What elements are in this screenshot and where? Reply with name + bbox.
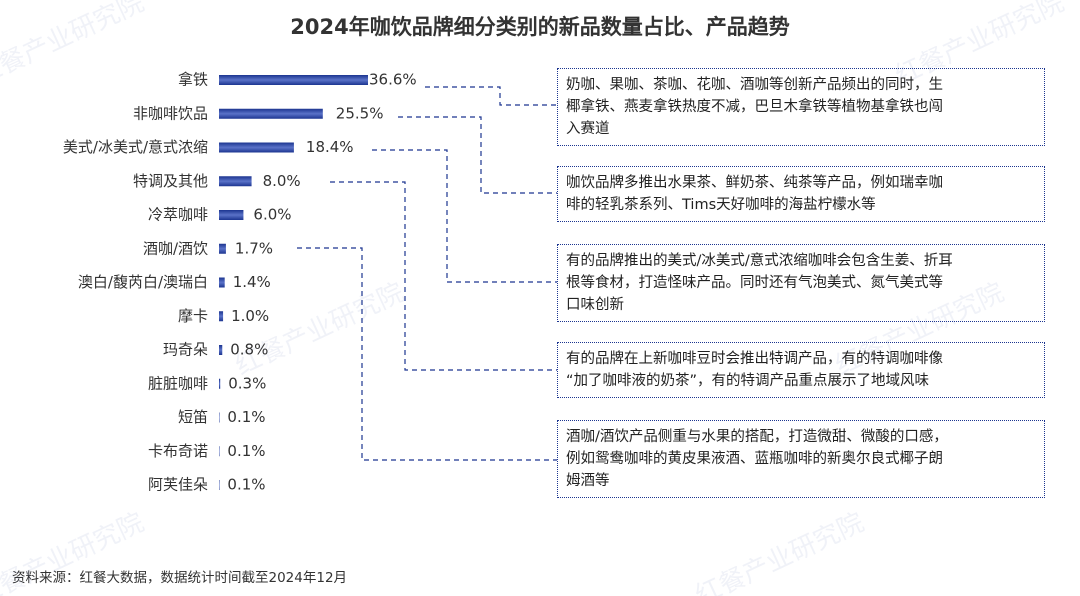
bar [219,345,223,355]
watermark: 红餐产业研究院 [691,507,869,596]
annotation-line: 姆酒等 [566,473,610,489]
bar [219,311,224,322]
chart-title: 2024年咖饮品牌细分类别的新品数量占比、产品趋势 [290,15,789,39]
connector [330,181,557,371]
connector [297,247,557,461]
bar [219,243,226,254]
annotation-box: 酒咖/酒饮产品侧重与水果的搭配，打造微甜、微酸的口感， 例如鸳鸯咖啡的黄皮果液酒、… [557,420,1045,498]
bar [219,75,368,85]
category-label: 特调及其他 [133,172,208,190]
bar [219,176,252,187]
category-label: 短笛 [178,408,208,426]
value-label: 0.1% [227,442,265,460]
bar [219,142,294,153]
annotation-line: 啡的轻乳茶系列、Tims天好咖啡的海盐柠檬水等 [566,197,876,213]
value-label: 1.0% [231,307,269,325]
connectors [297,86,557,461]
connector [398,116,557,194]
value-label: 0.8% [230,341,268,359]
source-note: 资料来源：红餐大数据，数据统计时间截至2024年12月 [12,570,347,586]
annotation-line: 椰拿铁、燕麦拿铁热度不减，巴旦木拿铁等植物基拿铁也闯 [566,99,943,115]
connector [425,86,557,106]
bar [219,108,323,119]
category-label: 拿铁 [178,71,208,89]
annotation-line: 例如鸳鸯咖啡的黄皮果液酒、蓝瓶咖啡的新奥尔良式椰子朗 [566,451,943,467]
annotation-line: 根等食材，打造怪味产品。同时还有气泡美式、氮气美式等 [566,275,943,291]
annotation-box: 奶咖、果咖、茶咖、花咖、酒咖等创新产品频出的同时，生 椰拿铁、燕麦拿铁热度不减，巴… [557,68,1045,146]
value-label: 0.1% [227,476,265,494]
bar [219,446,220,457]
bar [219,412,220,423]
annotation-line: 酒咖/酒饮产品侧重与水果的搭配，打造微甜、微酸的口感， [566,429,948,445]
annotation-line: 入赛道 [566,121,610,137]
category-label: 冷萃咖啡 [148,206,208,224]
watermark: 红餐产业研究院 [0,0,149,92]
category-label: 卡布奇诺 [148,442,208,460]
value-label: 0.1% [227,408,265,426]
category-label: 酒咖/酒饮 [143,239,208,257]
annotation-line: 有的品牌推出的美式/冰美式/意式浓缩咖啡会包含生姜、折耳 [566,253,953,269]
category-label: 脏脏咖啡 [148,374,208,392]
watermark: 红餐产业研究院 [231,277,409,381]
bar [219,480,220,490]
annotation-line: 口味创新 [566,297,624,313]
annotation-line: 有的品牌在上新咖啡豆时会推出特调产品，有的特调咖啡像 [566,351,943,367]
bar [219,210,244,220]
annotation-box: 咖饮品牌多推出水果茶、鲜奶茶、纯茶等产品，例如瑞幸咖 啡的轻乳茶系列、Tims天好… [557,166,1045,222]
category-label: 摩卡 [178,307,208,325]
annotation-box: 有的品牌推出的美式/冰美式/意式浓缩咖啡会包含生姜、折耳 根等食材，打造怪味产品。… [557,244,1045,322]
value-label: 18.4% [306,138,354,156]
value-label: 25.5% [336,104,384,122]
bar [219,277,225,288]
category-label: 美式/冰美式/意式浓缩 [63,138,208,156]
value-label: 8.0% [263,172,301,190]
value-label: 6.0% [253,206,291,224]
category-label: 阿芙佳朵 [148,476,208,494]
category-label: 澳白/馥芮白/澳瑞白 [78,273,208,291]
value-label: 0.3% [228,374,266,392]
value-label: 1.7% [235,239,273,257]
value-label: 36.6% [369,71,417,89]
annotation-box: 有的品牌在上新咖啡豆时会推出特调产品，有的特调咖啡像 “加了咖啡液的奶茶”，有的特… [557,342,1045,398]
annotation-line: 奶咖、果咖、茶咖、花咖、酒咖等创新产品频出的同时，生 [566,77,943,93]
annotation-line: “加了咖啡液的奶茶”，有的特调产品重点展示了地域风味 [566,373,930,389]
annotation-line: 咖饮品牌多推出水果茶、鲜奶茶、纯茶等产品，例如瑞幸咖 [566,175,943,191]
category-label: 玛奇朵 [163,341,208,359]
connector [372,149,557,283]
category-label: 非咖啡饮品 [133,104,208,122]
value-label: 1.4% [233,273,271,291]
bar [219,378,221,389]
